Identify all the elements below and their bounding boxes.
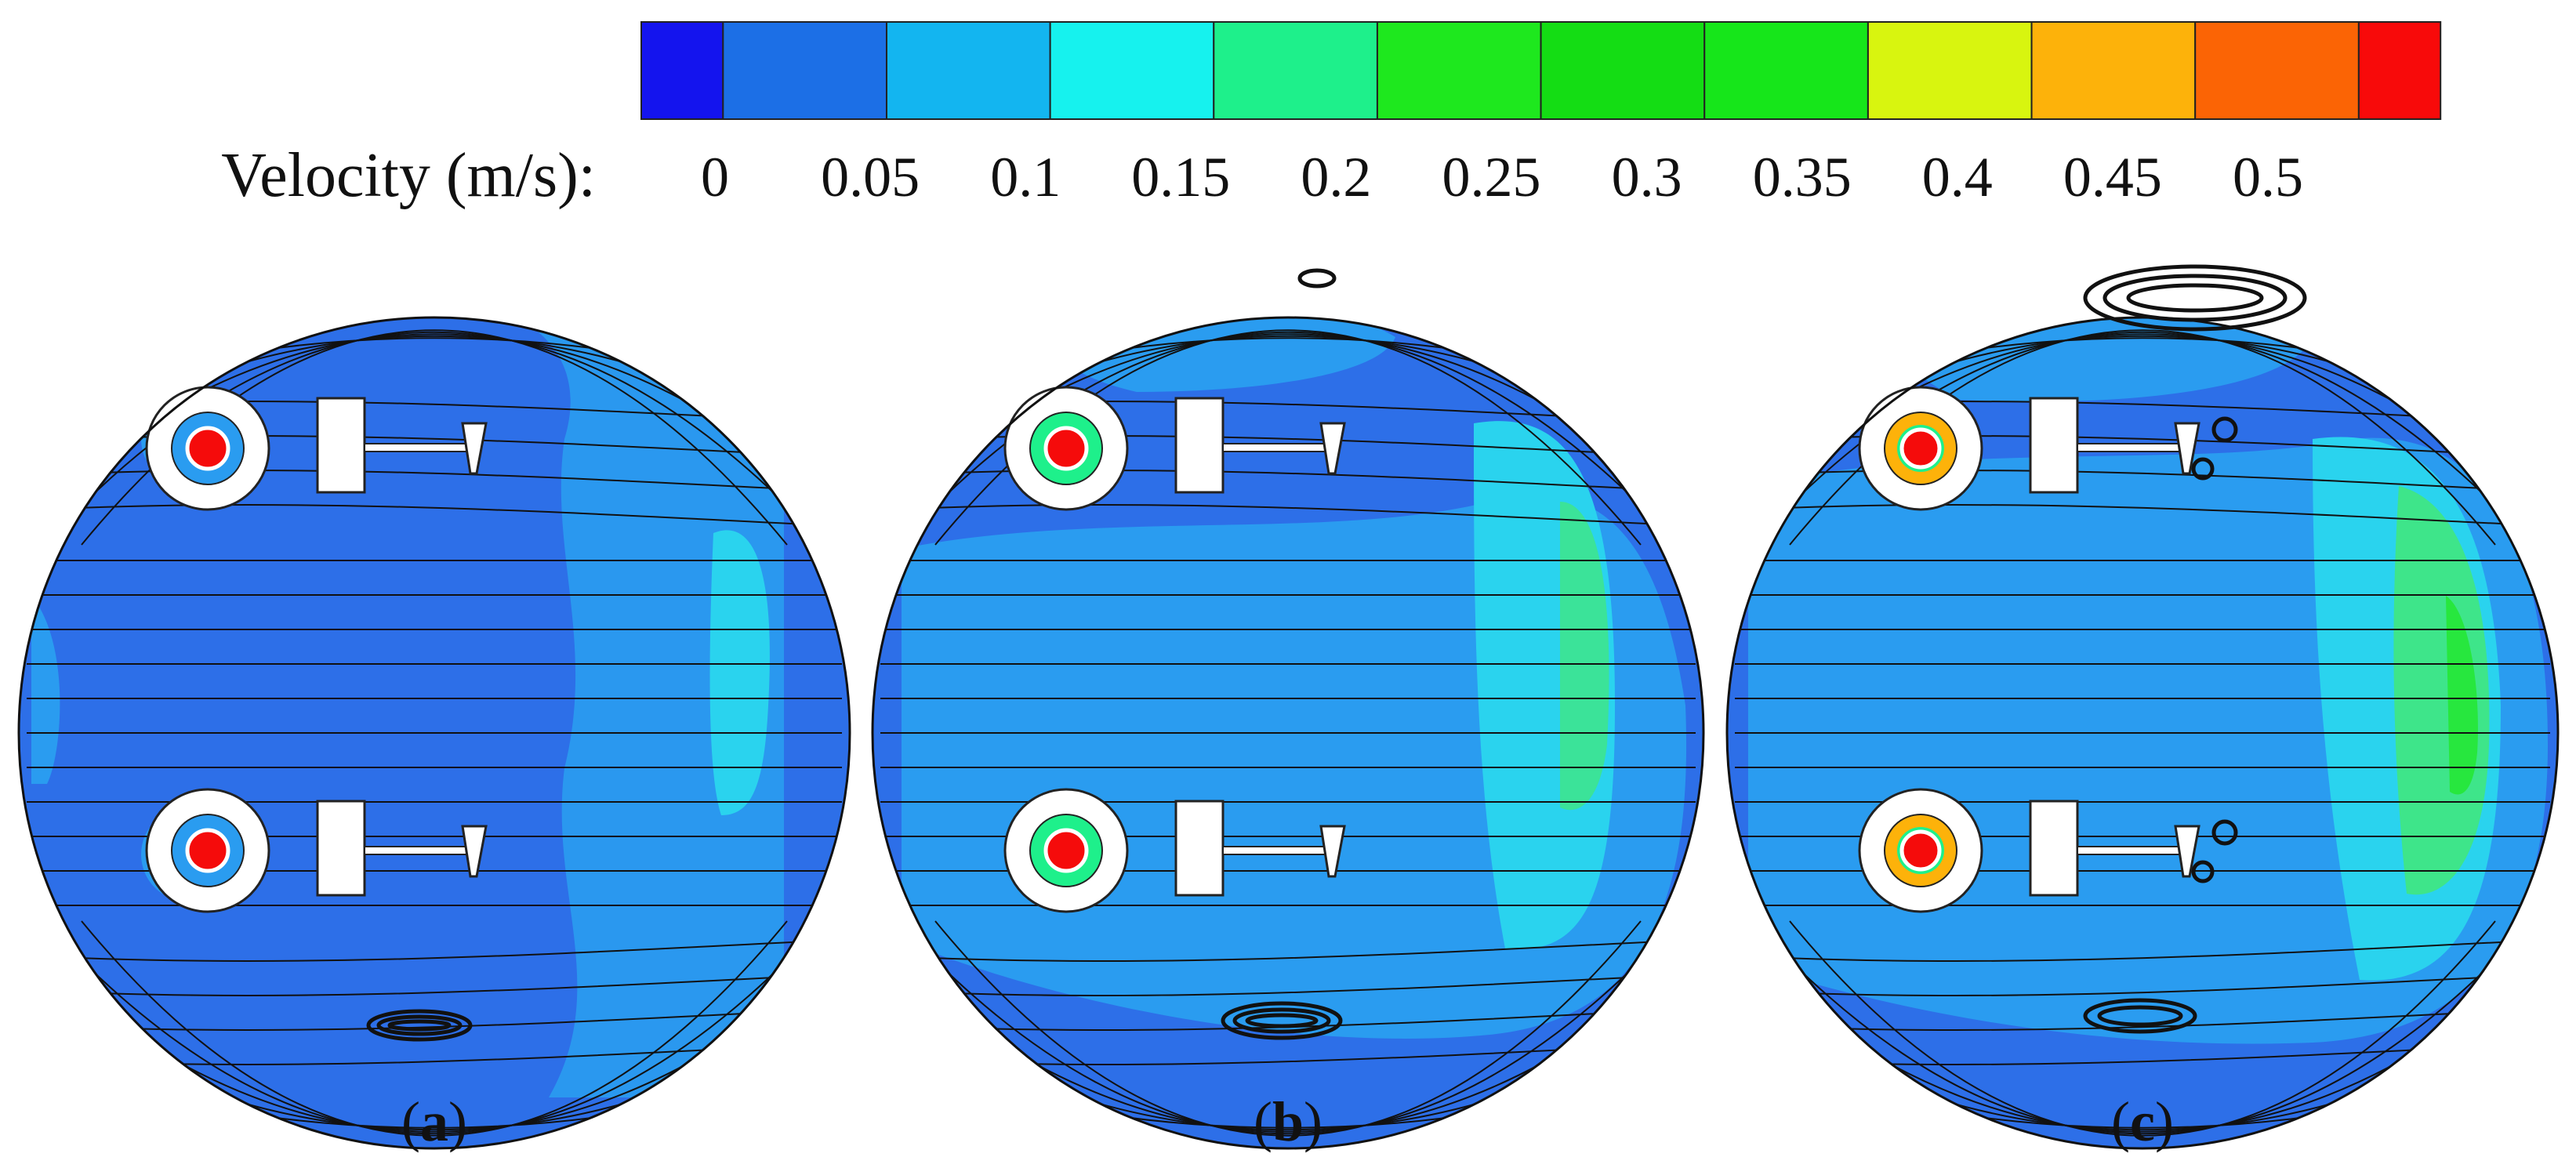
colorbar-swatches <box>640 21 2442 120</box>
caption-b: (b) <box>1254 1090 1322 1153</box>
colorbar-tick-label: 0.5 <box>2233 146 2303 209</box>
colorbar-swatch <box>722 21 887 120</box>
colorbar-tick-label: 0.1 <box>990 146 1061 209</box>
streamline <box>880 939 1696 962</box>
colorbar-tick-label: 0.05 <box>821 146 920 209</box>
panel-a <box>17 316 851 1150</box>
panel-b-upper-blade <box>1003 386 1346 511</box>
streamline <box>1789 959 2496 1135</box>
streamline <box>1734 974 2551 996</box>
colorbar-label: Velocity (m/s): <box>221 141 596 210</box>
panel-c-outline <box>1725 316 2560 1150</box>
colorbar-swatch <box>2030 21 2197 120</box>
streamline <box>26 974 843 996</box>
colorbar-tick-labels: 0 0.05 0.1 0.15 0.2 0.25 0.3 0.35 0.4 0.45 0.5 <box>701 146 2303 209</box>
streamline <box>880 504 1696 527</box>
colorbar-tick-label: 0.15 <box>1131 146 1230 209</box>
panel-b-vortex <box>1221 268 1343 1040</box>
colorbar-tick-label: 0.2 <box>1301 146 1371 209</box>
caption-c: (c) <box>2111 1090 2174 1153</box>
panel-c-streamlines <box>1734 329 2551 1137</box>
streamline <box>81 920 788 1137</box>
panel-b-lower-blade <box>1003 788 1346 913</box>
streamline <box>1734 504 2551 527</box>
colorbar-tick-label: 0.25 <box>1442 146 1541 209</box>
colorbar-swatch <box>1867 21 2033 120</box>
colorbar-swatch <box>885 21 1051 120</box>
streamline <box>26 504 843 527</box>
colorbar-swatch <box>1049 21 1215 120</box>
panel-c-upper-blade <box>1858 386 2200 511</box>
colorbar-swatch <box>1540 21 1706 120</box>
panel-a-vortex <box>366 1009 473 1042</box>
caption-a: (a) <box>401 1090 467 1153</box>
colorbar: 0 0.05 0.1 0.15 0.2 0.25 0.3 0.35 0.4 0.45 0.5 Vel… <box>221 21 2442 210</box>
colorbar-tick-label: 0 <box>701 146 729 209</box>
colorbar-swatch <box>1703 21 1869 120</box>
panel-a-lower-blade <box>145 788 488 913</box>
colorbar-tick-label: 0.35 <box>1753 146 1852 209</box>
colorbar-swatch <box>1213 21 1378 120</box>
colorbar-swatch <box>640 21 724 120</box>
streamline <box>81 959 788 1135</box>
streamline <box>934 920 1642 1137</box>
colorbar-tick-label: 0.3 <box>1612 146 1682 209</box>
streamline <box>1734 939 2551 962</box>
colorbar-swatch <box>2357 21 2442 120</box>
streamline <box>1789 920 2496 1137</box>
colorbar-tick-label: 0.45 <box>2063 146 2162 209</box>
colorbar-tick-label: 0.4 <box>1922 146 1993 209</box>
panel-c-lower-blade <box>1858 788 2200 913</box>
panel-b <box>871 268 1705 1150</box>
panel-c <box>1725 264 2560 1150</box>
colorbar-swatch <box>1376 21 1542 120</box>
colorbar-swatch <box>2194 21 2360 120</box>
panel-a-upper-blade <box>145 386 488 511</box>
streamline <box>880 974 1696 996</box>
streamline <box>934 959 1642 1135</box>
streamline <box>26 939 843 962</box>
panel-a-outline <box>17 316 851 1150</box>
panel-b-outline <box>871 316 1705 1150</box>
